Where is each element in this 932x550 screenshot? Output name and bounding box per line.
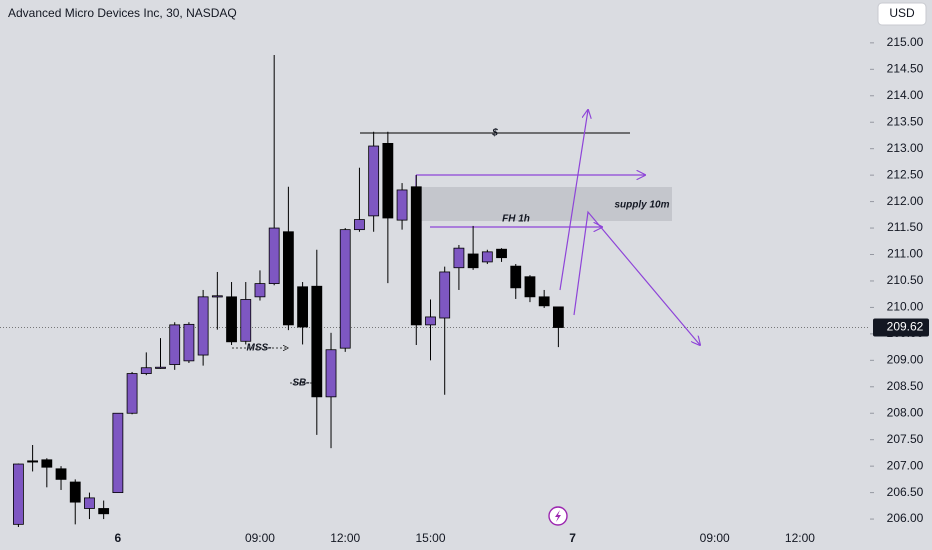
last-price-box [873,318,929,337]
y-tick-label: 214.50 [887,61,924,75]
candle-body [254,283,266,298]
candle-body [481,251,493,263]
annotation: $ [491,128,498,139]
y-tick-label: 212.00 [887,194,924,208]
y-tick-label: 206.00 [887,511,924,525]
candle-body [268,227,280,285]
event-icon-bolt [555,510,561,522]
y-tick-label: 206.50 [887,485,924,499]
candle-body [453,247,465,269]
candle-body [382,142,394,219]
candle-body [211,295,223,298]
candle-body [126,373,138,414]
supply-zone [416,187,672,221]
candle-body [240,299,252,342]
y-tick-label: 207.00 [887,458,924,472]
annotation: MSS- [247,343,273,354]
candle-body [354,219,365,231]
purple-arrow [559,110,588,291]
chart-title: Advanced Micro Devices Inc, 30, NASDAQ [8,6,237,20]
last-price-label: 209.62 [887,320,924,334]
y-tick-label: 207.50 [887,432,924,446]
candle-body [226,296,237,343]
x-tick-label: 6 [115,531,122,545]
candle-body [282,231,294,326]
candle-body [524,276,536,298]
candle-body [396,189,408,221]
candle-body [311,285,323,398]
candle-body [552,306,564,328]
candle-body [112,412,124,494]
annotation: supply 10m [614,200,669,211]
candle-body [98,508,110,515]
y-tick-label: 210.00 [887,300,924,314]
candle-body [84,497,95,509]
candle-body [140,367,152,374]
candle-body [27,460,39,463]
x-tick-label: 12:00 [330,531,360,545]
candle-body [183,323,195,362]
candle-body [410,186,422,326]
y-tick-label: 214.00 [887,88,924,102]
y-tick-label: 212.50 [887,167,924,181]
candle-body [368,145,380,217]
currency-button[interactable] [877,2,927,26]
drawings [232,110,700,384]
x-tick-label: 12:00 [785,531,815,545]
candle-body [496,248,507,259]
x-tick-label: 15:00 [415,531,445,545]
y-tick-label: 211.50 [887,220,923,234]
x-tick-label: 7 [569,531,576,545]
y-tick-label: 210.50 [887,273,924,287]
candle-body [425,316,436,326]
candle-body [197,296,209,356]
y-tick-label: 208.50 [887,379,924,393]
candle-body [339,229,351,349]
candle-body [538,296,550,307]
candle-body [12,463,24,525]
candle-body [325,349,337,398]
purple-arrow [573,210,700,345]
annotation: SB- [292,378,310,389]
y-tick-label: 211.00 [887,247,923,261]
x-tick-label: 09:00 [245,531,275,545]
candle-body [69,481,81,503]
axes [0,42,874,520]
candle-body [297,286,309,328]
y-tick-label: 208.00 [887,405,924,419]
y-tick-label: 213.00 [887,141,924,155]
candle-body [439,271,451,319]
y-tick-label: 209.00 [887,353,924,367]
candle-body [169,324,181,365]
y-tick-label: 215.00 [887,35,924,49]
candle-body [55,468,67,480]
x-tick-label: 09:00 [700,531,730,545]
annotation: FH 1h [502,214,530,225]
candle-body [510,265,522,289]
candle-body [467,253,479,269]
y-tick-label: 213.50 [887,114,924,128]
candle-body [155,366,166,369]
candle-body [41,459,53,468]
currency-label[interactable]: USD [889,6,915,20]
